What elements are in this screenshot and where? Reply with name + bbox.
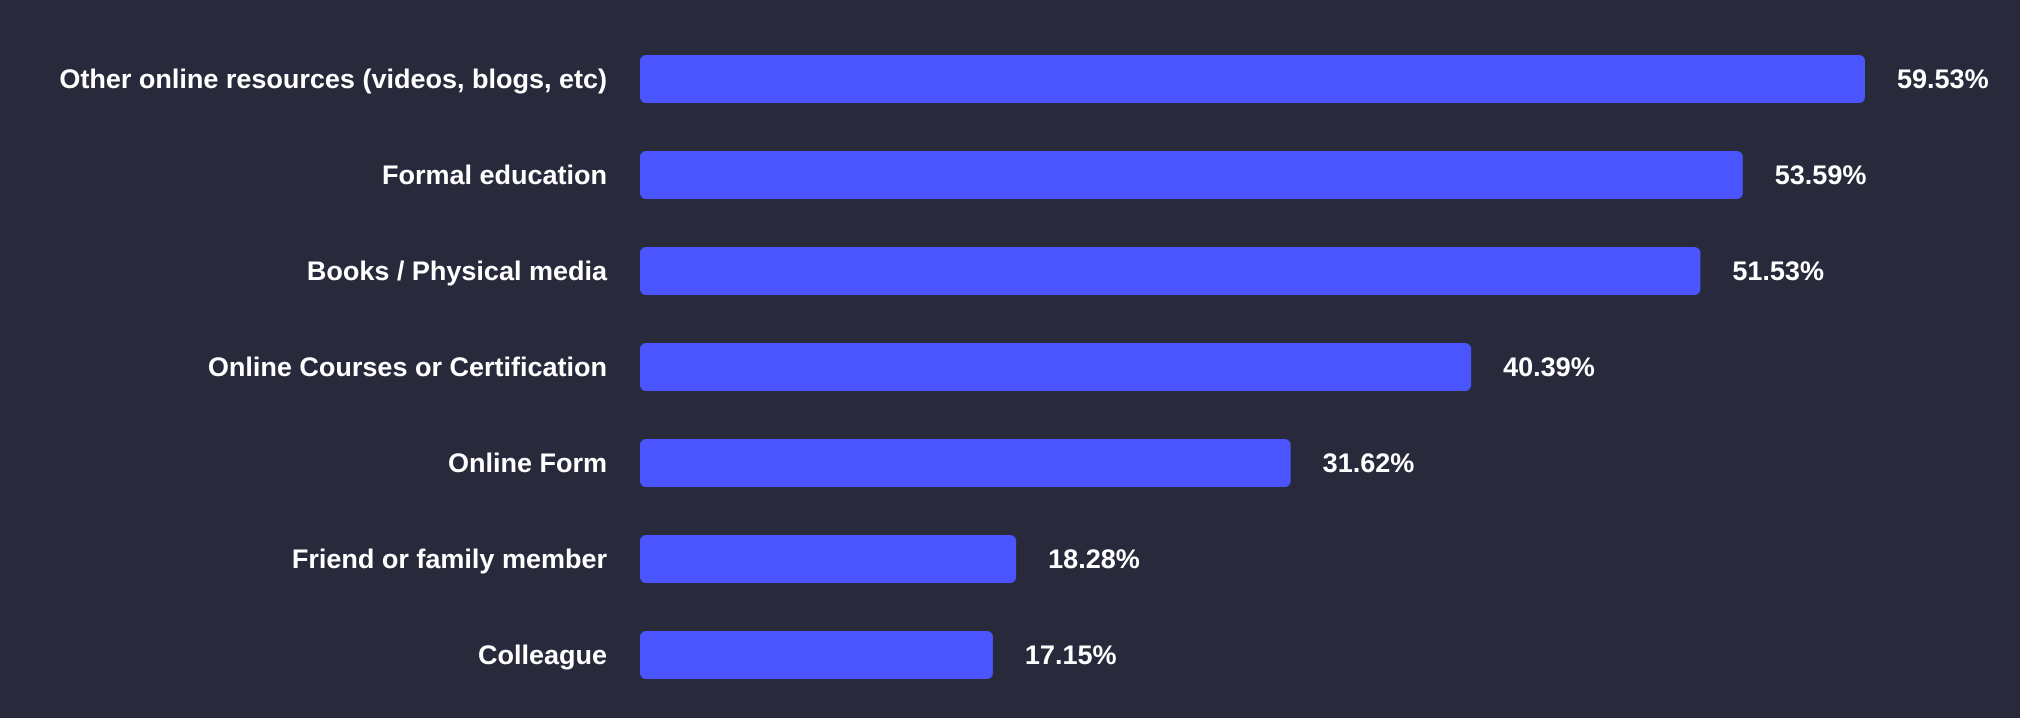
bar — [640, 151, 1743, 199]
bar — [640, 55, 1865, 103]
category-label: Other online resources (videos, blogs, e… — [59, 64, 607, 94]
value-label: 31.62% — [1323, 448, 1415, 478]
value-label: 53.59% — [1775, 160, 1867, 190]
bar — [640, 439, 1291, 487]
category-label: Formal education — [382, 160, 607, 190]
bar — [640, 343, 1472, 391]
bar — [640, 247, 1701, 295]
value-label: 17.15% — [1025, 640, 1117, 670]
value-label: 18.28% — [1048, 544, 1140, 574]
bar — [640, 535, 1017, 583]
value-label: 40.39% — [1503, 352, 1595, 382]
bar — [640, 631, 993, 679]
value-label: 51.53% — [1732, 256, 1824, 286]
value-label: 59.53% — [1897, 64, 1989, 94]
category-label: Online Form — [448, 448, 607, 478]
category-label: Books / Physical media — [307, 256, 608, 286]
category-label: Colleague — [478, 640, 607, 670]
category-label: Online Courses or Certification — [208, 352, 607, 382]
category-label: Friend or family member — [292, 544, 608, 574]
